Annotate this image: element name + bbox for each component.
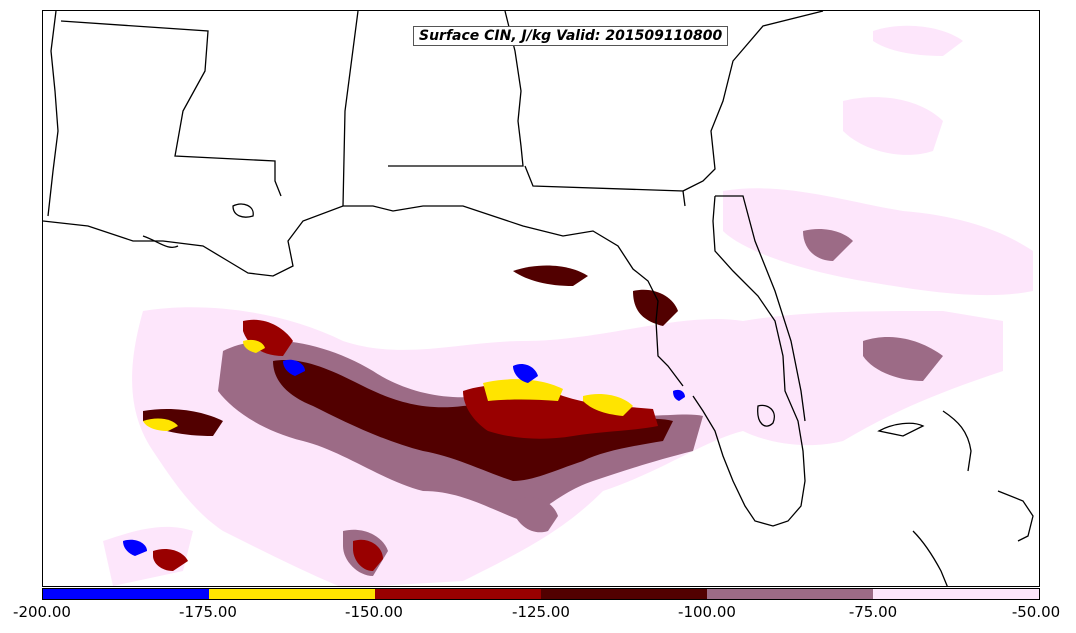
map-title: Surface CIN, J/kg Valid: 201509110800 [413,26,729,46]
coastline [997,490,1034,542]
state-border [524,165,686,207]
colorbar-tick-label: -75.00 [848,603,898,621]
coastline [912,530,948,586]
coastline [757,404,775,427]
colorbar-tick-label: -100.00 [678,603,736,621]
colorbar-segment-3 [375,589,541,599]
colorbar [42,588,1040,600]
cin-field-blue [123,359,685,556]
coastline [692,195,806,527]
coastline [142,235,179,248]
coastline [715,195,806,422]
coastline [232,203,254,218]
coastline [942,410,972,472]
cin-map [43,11,1034,586]
colorbar-tick-label: -125.00 [512,603,570,621]
state-border [47,11,59,217]
colorbar-segment-4 [541,589,707,599]
coastline [877,422,925,437]
state-border [388,11,524,167]
colorbar-tick-label: -50.00 [1011,603,1061,621]
colorbar-tick-label: -175.00 [179,603,237,621]
colorbar-tick-label: -150.00 [345,603,403,621]
colorbar-tick-label: -200.00 [13,603,71,621]
colorbar-segment-2 [209,589,375,599]
state-border [342,11,359,207]
state-border [682,11,824,192]
cin-field-dark-red [143,265,678,481]
colorbar-segment-6 [873,589,1039,599]
colorbar-segment-5 [707,589,873,599]
cin-field-light [103,25,1033,586]
cin-field-yellow [143,339,633,431]
state-border [60,20,282,197]
coastline [43,205,684,387]
colorbar-segment-1 [43,589,209,599]
map-panel: Surface CIN, J/kg Valid: 201509110800 [42,10,1040,587]
map-boundaries [43,11,1034,586]
